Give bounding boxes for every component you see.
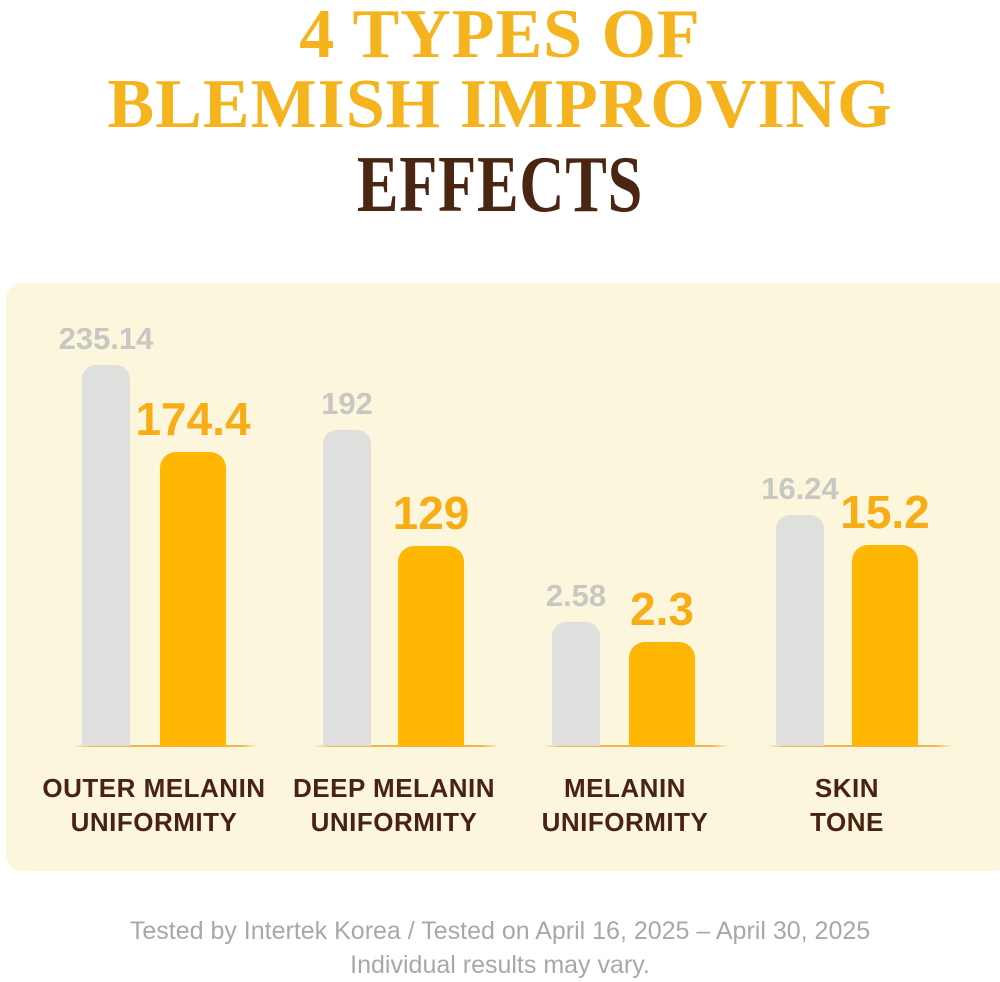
yellow-value-label: 129 xyxy=(392,487,470,539)
group-baseline xyxy=(315,745,499,747)
category-label-line: TONE xyxy=(810,807,884,837)
category-label: MELANIN UNIFORMITY xyxy=(542,771,709,839)
yellow-value-label: 15.2 xyxy=(840,486,930,538)
group-baseline xyxy=(768,745,952,747)
gray-bar xyxy=(323,430,371,746)
gray-value-label: 2.58 xyxy=(545,578,607,613)
yellow-bar xyxy=(398,546,464,746)
category-label: SKIN TONE xyxy=(810,771,884,839)
footer: Tested by Intertek Korea / Tested on Apr… xyxy=(0,914,1000,982)
gray-value-label: 16.24 xyxy=(761,471,839,506)
category-label-line: UNIFORMITY xyxy=(70,807,238,837)
category-label: OUTER MELANIN UNIFORMITY xyxy=(42,771,265,839)
gray-value-label: 235.14 xyxy=(58,321,154,356)
title-line-1: 4 TYPES OF xyxy=(299,0,701,73)
chart-panel: 235.14 174.4 OUTER MELANIN UNIFORMITY 192 129… xyxy=(6,283,1000,871)
footer-line-2: Individual results may vary. xyxy=(350,951,650,979)
yellow-bar xyxy=(852,545,918,746)
category-label-line: DEEP MELANIN xyxy=(293,773,495,803)
category-label: DEEP MELANIN UNIFORMITY xyxy=(293,771,495,839)
title-line-3: EFFECTS xyxy=(356,141,644,229)
yellow-bar xyxy=(160,452,226,746)
yellow-bar xyxy=(629,642,695,746)
title-line-2: BLEMISH IMPROVING xyxy=(107,66,893,143)
group-baseline xyxy=(74,745,258,747)
yellow-value-label: 174.4 xyxy=(135,393,251,445)
yellow-value-label: 2.3 xyxy=(630,583,694,635)
category-label-line: MELANIN xyxy=(564,773,686,803)
group-baseline xyxy=(544,745,728,747)
gray-bar xyxy=(82,365,130,746)
gray-value-label: 192 xyxy=(321,386,373,421)
footer-line-1: Tested by Intertek Korea / Tested on Apr… xyxy=(129,917,871,945)
category-label-line: UNIFORMITY xyxy=(310,807,478,837)
page-title: 4 TYPES OF BLEMISH IMPROVING EFFECTS xyxy=(0,0,1000,230)
category-label-line: OUTER MELANIN xyxy=(42,773,266,803)
category-label-line: SKIN xyxy=(814,773,880,803)
category-label-line: UNIFORMITY xyxy=(541,807,709,837)
gray-bar xyxy=(776,515,824,746)
gray-bar xyxy=(552,622,600,746)
